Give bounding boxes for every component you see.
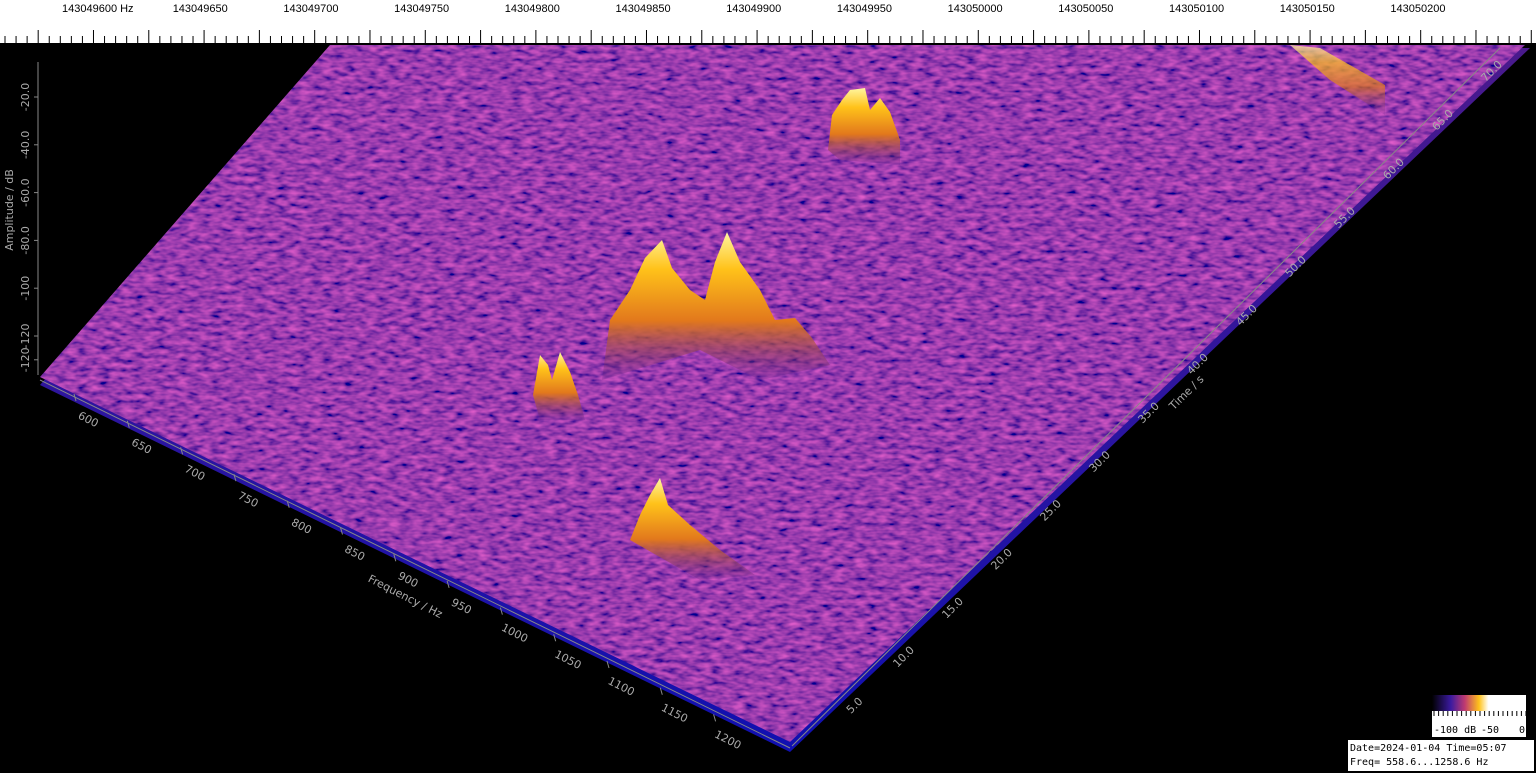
ruler-label: 143049600 Hz [62, 3, 134, 15]
axis-tick [553, 634, 557, 642]
ruler-label: 143050100 [1169, 3, 1224, 15]
axis-label: -100 [19, 276, 32, 301]
ruler-label: 143050050 [1058, 3, 1113, 15]
ruler-label: 143049750 [394, 3, 449, 15]
colorbar-label: 0 [1519, 725, 1525, 736]
axis-tick [126, 420, 130, 428]
axis-tick [446, 580, 450, 589]
axis-tick [180, 447, 184, 455]
axis-tick [233, 473, 237, 482]
colorbar-gradient [1432, 695, 1526, 711]
peak [602, 232, 830, 380]
axis-tick [713, 714, 717, 722]
info-box: Date=2024-01-04 Time=05:07 Freq= 558.6..… [1348, 740, 1534, 771]
axis-tick [73, 393, 77, 402]
colorbar-label: -50 [1481, 725, 1499, 736]
peak [828, 88, 900, 165]
axis-label: -40.0 [19, 131, 32, 159]
axis-label: -60.0 [19, 178, 32, 206]
axis-tick [393, 554, 397, 562]
info-background [1348, 740, 1534, 771]
axis-tick [340, 527, 343, 535]
ruler-label: 143050200 [1390, 3, 1445, 15]
peak [630, 478, 755, 580]
colorbar: -100 dB -50 0 [1432, 695, 1527, 737]
ruler-label: 143049800 [505, 3, 560, 15]
ruler-label: 143049950 [837, 3, 892, 15]
info-line: Date=2024-01-04 Time=05:07 [1350, 743, 1507, 754]
ruler-label: 143050000 [948, 3, 1003, 15]
axis-line [791, 47, 1501, 747]
amplitude-axis: Amplitude / dB -20.0 -40.0 -60.0 -80.0 -100 -… [3, 62, 39, 375]
colorbar-label: -100 dB [1434, 725, 1476, 736]
peak [533, 352, 585, 420]
surface-noise [40, 45, 1525, 742]
axis-title: Amplitude / dB [3, 169, 16, 251]
peak [1290, 45, 1385, 115]
ruler-label: 143049700 [283, 3, 338, 15]
info-line: Freq= 558.6...1258.6 Hz [1350, 757, 1488, 768]
axis-tick [499, 607, 503, 615]
axis-tick [606, 660, 610, 669]
axis-label: -20.0 [19, 83, 32, 111]
axis-tick [659, 687, 663, 695]
axis-line [39, 379, 791, 749]
axis-label: -120 [19, 347, 32, 372]
ruler-label: 143050150 [1280, 3, 1335, 15]
axis-label: -80.0 [19, 226, 32, 254]
frequency-ruler: 143049600 Hz 143049650 143049700 143049750 1… [0, 0, 1536, 43]
waterfall-surface [40, 45, 1530, 752]
ruler-label: 143049650 [173, 3, 228, 15]
ruler-label: 143049850 [616, 3, 671, 15]
axis-label: -120 [19, 324, 32, 349]
ruler-background [0, 0, 1536, 43]
axis-tick [286, 500, 290, 508]
ruler-label: 143049900 [726, 3, 781, 15]
